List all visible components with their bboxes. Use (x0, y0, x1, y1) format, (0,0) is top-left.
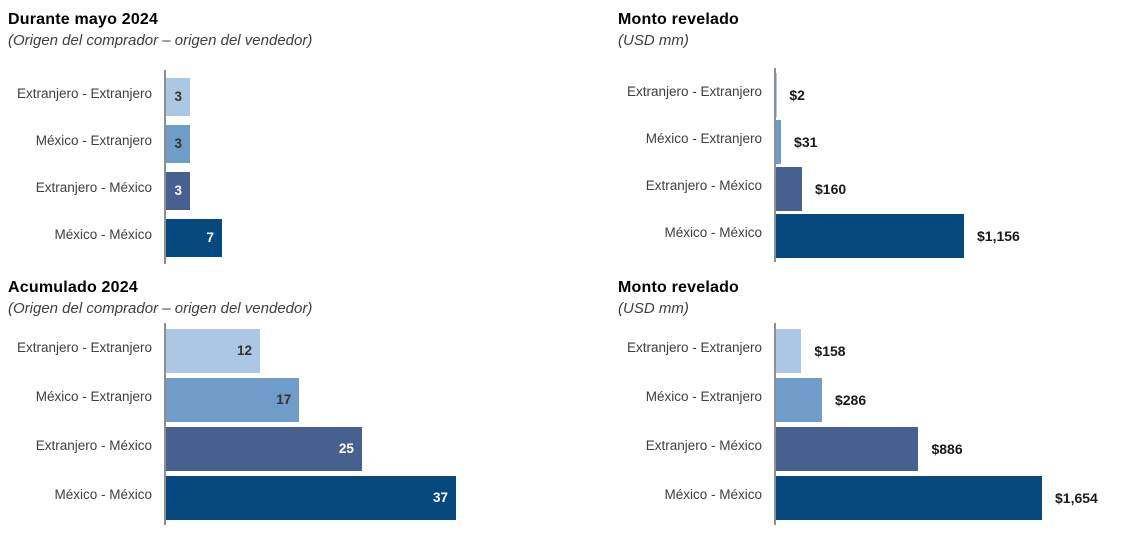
value-label: $286 (834, 391, 867, 408)
bar-row: $1,156 (776, 212, 1020, 259)
chart-header: Durante mayo 2024 (Origen del comprador … (8, 10, 312, 50)
bar-row: $886 (776, 424, 1098, 473)
category-axis: Extranjero - Extranjero México - Extranje… (618, 68, 774, 262)
category-label: México - México (664, 225, 762, 240)
category-axis: Extranjero - Extranjero México - Extranje… (8, 70, 164, 264)
category-label: Extranjero - México (645, 178, 762, 193)
category-label: México - Extranjero (35, 133, 152, 148)
bar-row: 12 (166, 326, 456, 375)
category-label: México - México (54, 227, 152, 242)
category-label: Extranjero - Extranjero (626, 340, 762, 355)
chart-subtitle: (USD mm) (618, 32, 689, 49)
plot-area: Extranjero - Extranjero México - Extranje… (618, 323, 1098, 525)
bars-area: $158 $286 $886 $1,654 (774, 323, 1098, 525)
bar-row: $158 (776, 326, 1098, 375)
plot-area: Extranjero - Extranjero México - Extranje… (618, 68, 1020, 262)
chart-title: Durante mayo 2024 (8, 11, 159, 28)
chart-header: Monto revelado (USD mm) (618, 10, 1020, 50)
category-label: Extranjero - Extranjero (16, 86, 152, 101)
category-axis: Extranjero - Extranjero México - Extranje… (8, 323, 164, 525)
value-label: 3 (174, 89, 182, 104)
plot-area: Extranjero - Extranjero México - Extranje… (8, 323, 456, 525)
chart-subtitle: (USD mm) (618, 300, 689, 317)
bar-row: $31 (776, 118, 1020, 165)
chart-monto-revelado-mayo: Monto revelado (USD mm) Extranjero - Ext… (618, 10, 1020, 262)
value-label: 25 (338, 441, 354, 456)
bar-row: $286 (776, 375, 1098, 424)
value-label: 3 (174, 183, 182, 198)
bar: 7 (166, 218, 222, 257)
bar: 17 (166, 377, 300, 422)
chart-monto-revelado-acumulado: Monto revelado (USD mm) Extranjero - Ext… (618, 278, 1098, 525)
chart-title: Acumulado 2024 (8, 279, 138, 296)
chart-title: Monto revelado (618, 279, 740, 296)
chart-header: Acumulado 2024 (Origen del comprador – o… (8, 278, 456, 318)
value-label: 7 (206, 230, 214, 245)
chart-durante-mayo-2024: Durante mayo 2024 (Origen del comprador … (8, 10, 312, 264)
value-label: $886 (931, 440, 963, 457)
bar-row: 3 (166, 73, 222, 120)
chart-header: Monto revelado (USD mm) (618, 278, 1098, 318)
bar-row: 37 (166, 473, 456, 522)
category-label: Extranjero - Extranjero (626, 84, 762, 99)
bar (776, 328, 802, 373)
chart-acumulado-2024: Acumulado 2024 (Origen del comprador – o… (8, 278, 456, 525)
value-label: 12 (237, 343, 253, 358)
bar-row: 17 (166, 375, 456, 424)
value-label: $2 (789, 86, 805, 103)
bar: 3 (166, 171, 190, 210)
bar-row: $160 (776, 165, 1020, 212)
category-label: Extranjero - México (645, 438, 762, 453)
bar: 25 (166, 426, 362, 471)
value-label: $1,156 (977, 227, 1020, 244)
bars-area: $2 $31 $160 $1,156 (774, 68, 1020, 262)
category-label: Extranjero - Extranjero (16, 340, 152, 355)
category-label: Extranjero - México (35, 180, 152, 195)
value-label: $31 (794, 133, 818, 150)
chart-subtitle: (Origen del comprador – origen del vende… (8, 32, 313, 49)
bar-row: $2 (776, 71, 1020, 118)
bar-row: 25 (166, 424, 456, 473)
bar: 12 (166, 328, 261, 373)
bar-row: 7 (166, 214, 222, 261)
value-label: $160 (815, 180, 847, 197)
category-label: México - Extranjero (645, 389, 762, 404)
bar: 3 (166, 124, 190, 163)
bars-area: 12 17 25 37 (164, 323, 456, 525)
chart-title: Monto revelado (618, 11, 740, 28)
category-label: México - Extranjero (35, 389, 152, 404)
value-label: 17 (276, 392, 292, 407)
category-axis: Extranjero - Extranjero México - Extranje… (618, 323, 774, 525)
bar (776, 426, 919, 471)
value-label: 37 (432, 490, 448, 505)
category-label: México - México (664, 487, 762, 502)
bar-row: 3 (166, 167, 222, 214)
bar: 3 (166, 77, 190, 116)
bars-area: 3 3 3 7 (164, 70, 222, 264)
category-label: Extranjero - México (35, 438, 152, 453)
bar-row: 3 (166, 120, 222, 167)
bar (776, 213, 964, 258)
bar (776, 119, 782, 164)
chart-subtitle: (Origen del comprador – origen del vende… (8, 300, 313, 317)
category-label: México - Extranjero (645, 131, 762, 146)
bar: 37 (166, 475, 456, 520)
bar (776, 166, 803, 211)
bar (776, 475, 1042, 520)
value-label: 3 (174, 136, 182, 151)
category-label: México - México (54, 487, 152, 502)
bar-row: $1,654 (776, 473, 1098, 522)
value-label: $1,654 (1055, 489, 1098, 506)
value-label: $158 (814, 342, 846, 359)
bar (776, 377, 822, 422)
plot-area: Extranjero - Extranjero México - Extranje… (8, 70, 312, 264)
